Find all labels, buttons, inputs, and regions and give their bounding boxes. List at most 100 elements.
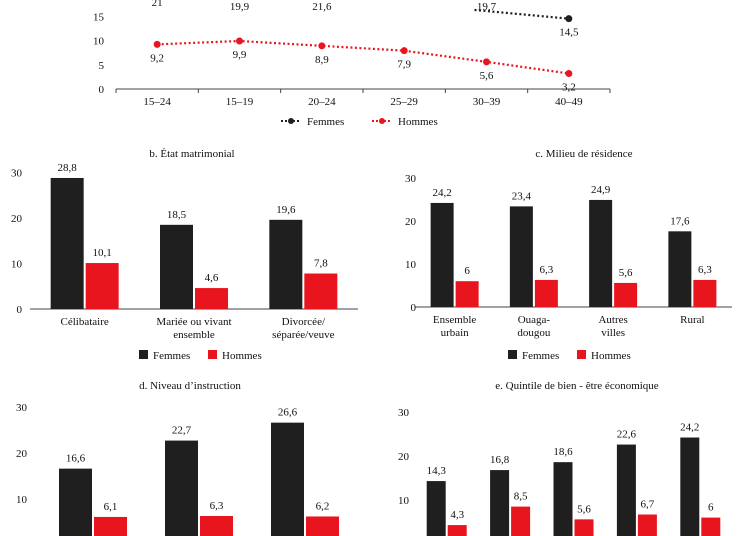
data-label: 19,7: [477, 1, 497, 13]
legend-swatch-hommes: [577, 350, 586, 359]
data-point-hommes: [483, 58, 490, 66]
legend-marker-femmes: [288, 118, 294, 124]
x-tick-label: Rural: [680, 314, 704, 326]
bar-hommes: [574, 519, 594, 536]
data-point-hommes: [400, 47, 408, 55]
data-label: 6,3: [540, 264, 554, 276]
data-label: 18,5: [167, 209, 187, 221]
y-tick-label: 30: [398, 407, 410, 419]
x-tick-label: Célibataire: [61, 316, 109, 328]
x-tick-label: Mariée ou vivant: [156, 316, 231, 328]
data-point-hommes: [153, 40, 161, 48]
bar-hommes: [447, 525, 467, 536]
x-tick-label: 30–39: [473, 96, 501, 108]
bar-femmes: [269, 219, 303, 309]
data-label: 7,8: [314, 258, 328, 270]
y-tick-label: 10: [405, 259, 417, 271]
data-label: 6,2: [316, 500, 330, 512]
chart-title: d. Niveau d’instruction: [139, 380, 241, 392]
x-tick-label: 20–24: [308, 96, 336, 108]
data-label: 9,9: [233, 49, 247, 61]
y-tick-label: 30: [405, 173, 417, 185]
data-label: 6,3: [698, 264, 712, 276]
legend-label-hommes: Hommes: [398, 116, 438, 128]
x-tick-label: séparée/veuve: [272, 329, 334, 341]
bar-hommes: [693, 279, 717, 307]
data-label: 19,6: [276, 204, 296, 216]
data-point-hommes: [236, 37, 243, 45]
y-tick-label: 10: [398, 495, 410, 507]
data-label: 22,6: [617, 429, 637, 441]
bar-femmes: [553, 462, 573, 536]
data-label: 18,6: [553, 446, 573, 458]
y-tick-label: 30: [11, 168, 23, 180]
data-label: 16,8: [490, 454, 510, 466]
legend-swatch-femmes: [139, 350, 148, 359]
data-label: 5,6: [480, 70, 494, 82]
data-point-hommes: [318, 42, 326, 50]
data-label: 22,7: [172, 425, 192, 437]
x-tick-label: Divorcée/: [282, 316, 326, 328]
bar-femmes: [50, 177, 84, 309]
data-point-femmes: [565, 15, 573, 23]
bar-femmes: [616, 444, 636, 536]
bar-hommes: [455, 281, 479, 307]
bar-hommes: [511, 506, 531, 536]
data-label: 6: [708, 502, 714, 514]
data-label: 5,6: [577, 503, 591, 515]
y-tick-label: 0: [411, 302, 417, 314]
y-tick-label: 20: [398, 451, 410, 463]
data-label: 21,6: [312, 1, 332, 13]
chart-title: e. Quintile de bien - être économique: [495, 380, 659, 392]
y-tick-label: 10: [11, 259, 23, 271]
bar-hommes: [306, 516, 339, 536]
y-tick-label: 20: [16, 448, 28, 460]
data-label: 3,2: [562, 81, 576, 93]
x-tick-label: 25–29: [390, 96, 418, 108]
x-tick-label: villes: [601, 327, 625, 339]
legend-label-femmes: Femmes: [153, 350, 190, 362]
data-label: 4,6: [205, 272, 219, 284]
bar-hommes: [614, 282, 638, 307]
legend-label-femmes: Femmes: [522, 350, 559, 362]
data-label: 14,3: [427, 465, 447, 477]
legend-label-hommes: Hommes: [591, 350, 631, 362]
data-label: 5,6: [619, 267, 633, 279]
y-tick-label: 0: [99, 84, 105, 96]
y-tick-label: 20: [11, 213, 23, 225]
legend-label-femmes: Femmes: [307, 116, 344, 128]
data-point-hommes: [565, 69, 573, 77]
x-tick-label: dougou: [517, 327, 551, 339]
legend-swatch-hommes: [208, 350, 217, 359]
data-label: 21: [152, 0, 163, 9]
data-label: 28,8: [58, 162, 78, 174]
series-line-hommes: [157, 39, 569, 75]
x-tick-label: Ouaga-: [518, 314, 551, 326]
legend-marker-hommes: [379, 118, 385, 124]
y-tick-label: 30: [16, 402, 28, 414]
y-tick-label: 10: [16, 494, 28, 506]
data-label: 8,5: [514, 491, 528, 503]
bar-hommes: [637, 514, 657, 536]
data-label: 7,9: [397, 59, 411, 71]
chart-title: c. Milieu de résidence: [535, 148, 632, 160]
data-label: 17,6: [670, 215, 690, 227]
bar-femmes: [490, 470, 510, 536]
x-tick-label: Ensemble: [433, 314, 476, 326]
bar-hommes: [200, 516, 233, 536]
bar-hommes: [195, 288, 228, 309]
data-label: 10,1: [93, 247, 112, 259]
bar-femmes: [165, 440, 198, 536]
x-tick-label: ensemble: [173, 329, 215, 341]
bar-hommes: [304, 273, 338, 309]
y-tick-label: 15: [93, 11, 105, 23]
data-label: 16,6: [66, 453, 86, 465]
y-tick-label: 5: [99, 60, 105, 72]
bar-femmes: [59, 468, 92, 536]
bar-femmes: [426, 481, 446, 536]
data-label: 26,6: [278, 407, 298, 419]
bar-femmes: [160, 224, 193, 309]
data-label: 6,7: [641, 499, 655, 511]
bar-femmes: [589, 199, 613, 307]
